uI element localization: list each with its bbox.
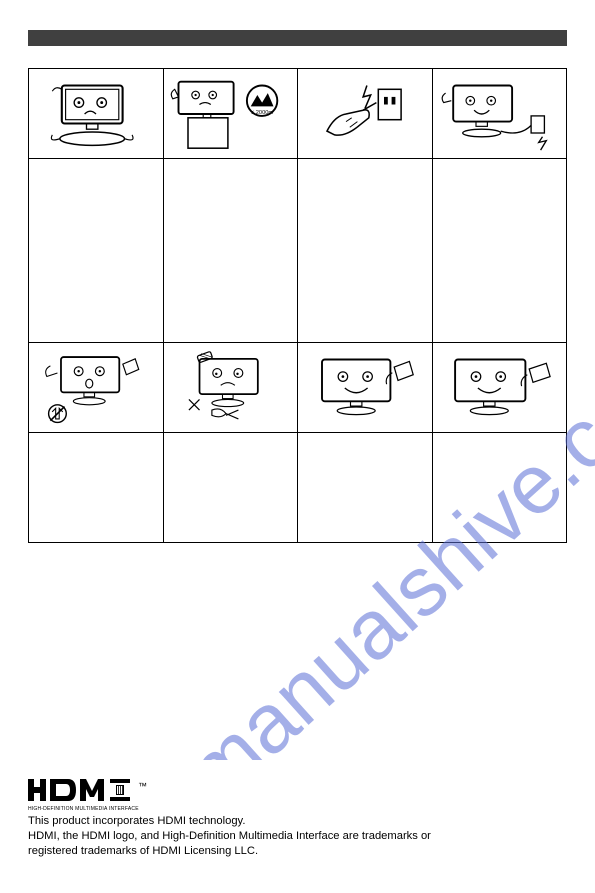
- monitor-no-spray-icon: [33, 350, 159, 426]
- cell-1-4: [432, 69, 567, 159]
- cell-4-4: [432, 433, 567, 543]
- table-row: ≤ 2000m: [29, 69, 567, 159]
- monitor-cord-shock-icon: [437, 76, 563, 152]
- hdmi-logo: ™: [28, 777, 568, 805]
- monitor-altitude-icon: ≤ 2000m: [168, 76, 294, 152]
- hdmi-line-3: registered trademarks of HDMI Licensing …: [28, 844, 568, 859]
- table-row: [29, 343, 567, 433]
- hand-plug-shock-icon: [302, 76, 428, 152]
- cell-3-1: [29, 343, 164, 433]
- page: ≤ 2000m: [0, 0, 595, 893]
- table-row: [29, 159, 567, 343]
- cell-1-3: [298, 69, 433, 159]
- monitor-happy-wipe-icon: [302, 350, 428, 426]
- cell-1-2: ≤ 2000m: [163, 69, 298, 159]
- cell-3-2: [163, 343, 298, 433]
- svg-text:≤ 2000m: ≤ 2000m: [251, 110, 273, 116]
- hdmi-paragraph: This product incorporates HDMI technolog…: [28, 814, 568, 859]
- monitor-wobbly-stand-icon: [33, 76, 159, 152]
- safety-grid: ≤ 2000m: [28, 68, 567, 543]
- hdmi-line-1: This product incorporates HDMI technolog…: [28, 814, 568, 829]
- cell-2-4: [432, 159, 567, 343]
- cell-4-3: [298, 433, 433, 543]
- cell-2-1: [29, 159, 164, 343]
- cell-3-4: [432, 343, 567, 433]
- hdmi-tm: ™: [138, 781, 147, 791]
- hdmi-line-2: HDMI, the HDMI logo, and High-Definition…: [28, 829, 568, 844]
- cell-3-3: [298, 343, 433, 433]
- hdmi-block: ™ HIGH-DEFINITION MULTIMEDIA INTERFACE T…: [28, 777, 568, 859]
- hdmi-logo-icon: [28, 777, 136, 805]
- cell-4-2: [163, 433, 298, 543]
- cell-1-1: [29, 69, 164, 159]
- monitor-happy-wipe-2-icon: [437, 350, 563, 426]
- cell-2-3: [298, 159, 433, 343]
- cell-2-2: [163, 159, 298, 343]
- cell-4-1: [29, 433, 164, 543]
- hdmi-tagline: HIGH-DEFINITION MULTIMEDIA INTERFACE: [28, 806, 568, 812]
- monitor-bandage-tools-icon: [168, 350, 294, 426]
- header-bar: [28, 30, 567, 46]
- table-row: [29, 433, 567, 543]
